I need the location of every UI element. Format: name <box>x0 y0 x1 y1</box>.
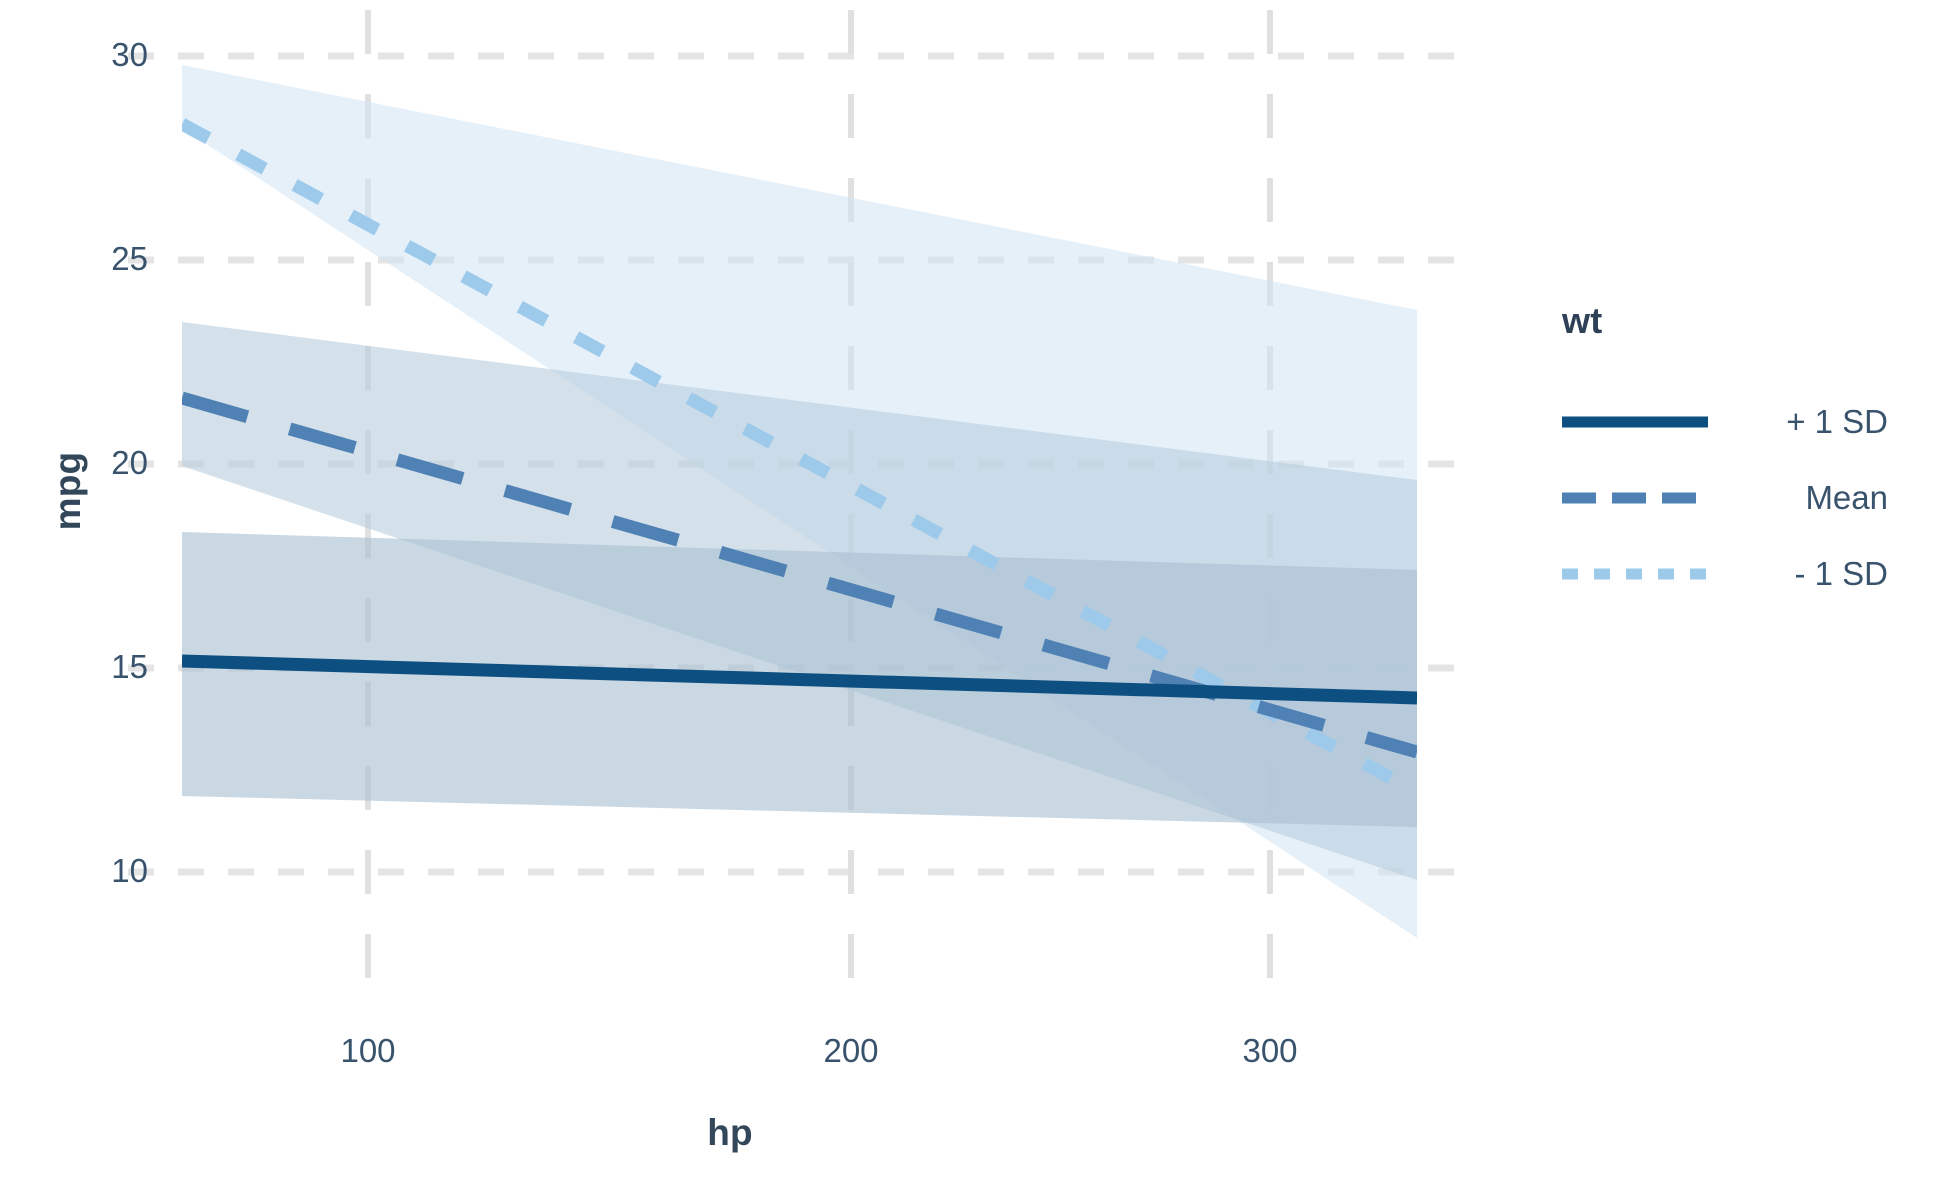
y-tick-25: 25 <box>111 240 148 277</box>
legend-key-dashed-icon <box>1560 478 1710 518</box>
y-tick-15: 15 <box>111 648 148 685</box>
legend-label-plus1sd: + 1 SD <box>1786 403 1888 440</box>
legend: wt + 1 SD Mean - 1 SD <box>1560 300 1940 612</box>
y-tick-10: 10 <box>111 852 148 889</box>
x-tick-200: 200 <box>823 1032 879 1069</box>
legend-key-dotted-icon <box>1560 554 1710 594</box>
x-tick-100: 100 <box>340 1032 396 1069</box>
legend-key-solid-icon <box>1560 402 1710 442</box>
legend-label-mean: Mean <box>1805 479 1888 516</box>
x-tick-300: 300 <box>1242 1032 1298 1069</box>
x-axis-title: hp <box>707 1112 753 1153</box>
line-minus1sd <box>182 118 1417 798</box>
legend-item-mean[interactable]: Mean <box>1560 460 1940 536</box>
legend-label-minus1sd: - 1 SD <box>1794 555 1888 592</box>
legend-title: wt <box>1562 300 1603 341</box>
line-plus1sd <box>182 654 1417 705</box>
y-tick-30: 30 <box>111 36 148 73</box>
legend-item-plus1sd[interactable]: + 1 SD <box>1560 384 1940 460</box>
legend-item-minus1sd[interactable]: - 1 SD <box>1560 536 1940 612</box>
y-tick-20: 20 <box>111 444 148 481</box>
plot-area <box>128 10 1460 1005</box>
